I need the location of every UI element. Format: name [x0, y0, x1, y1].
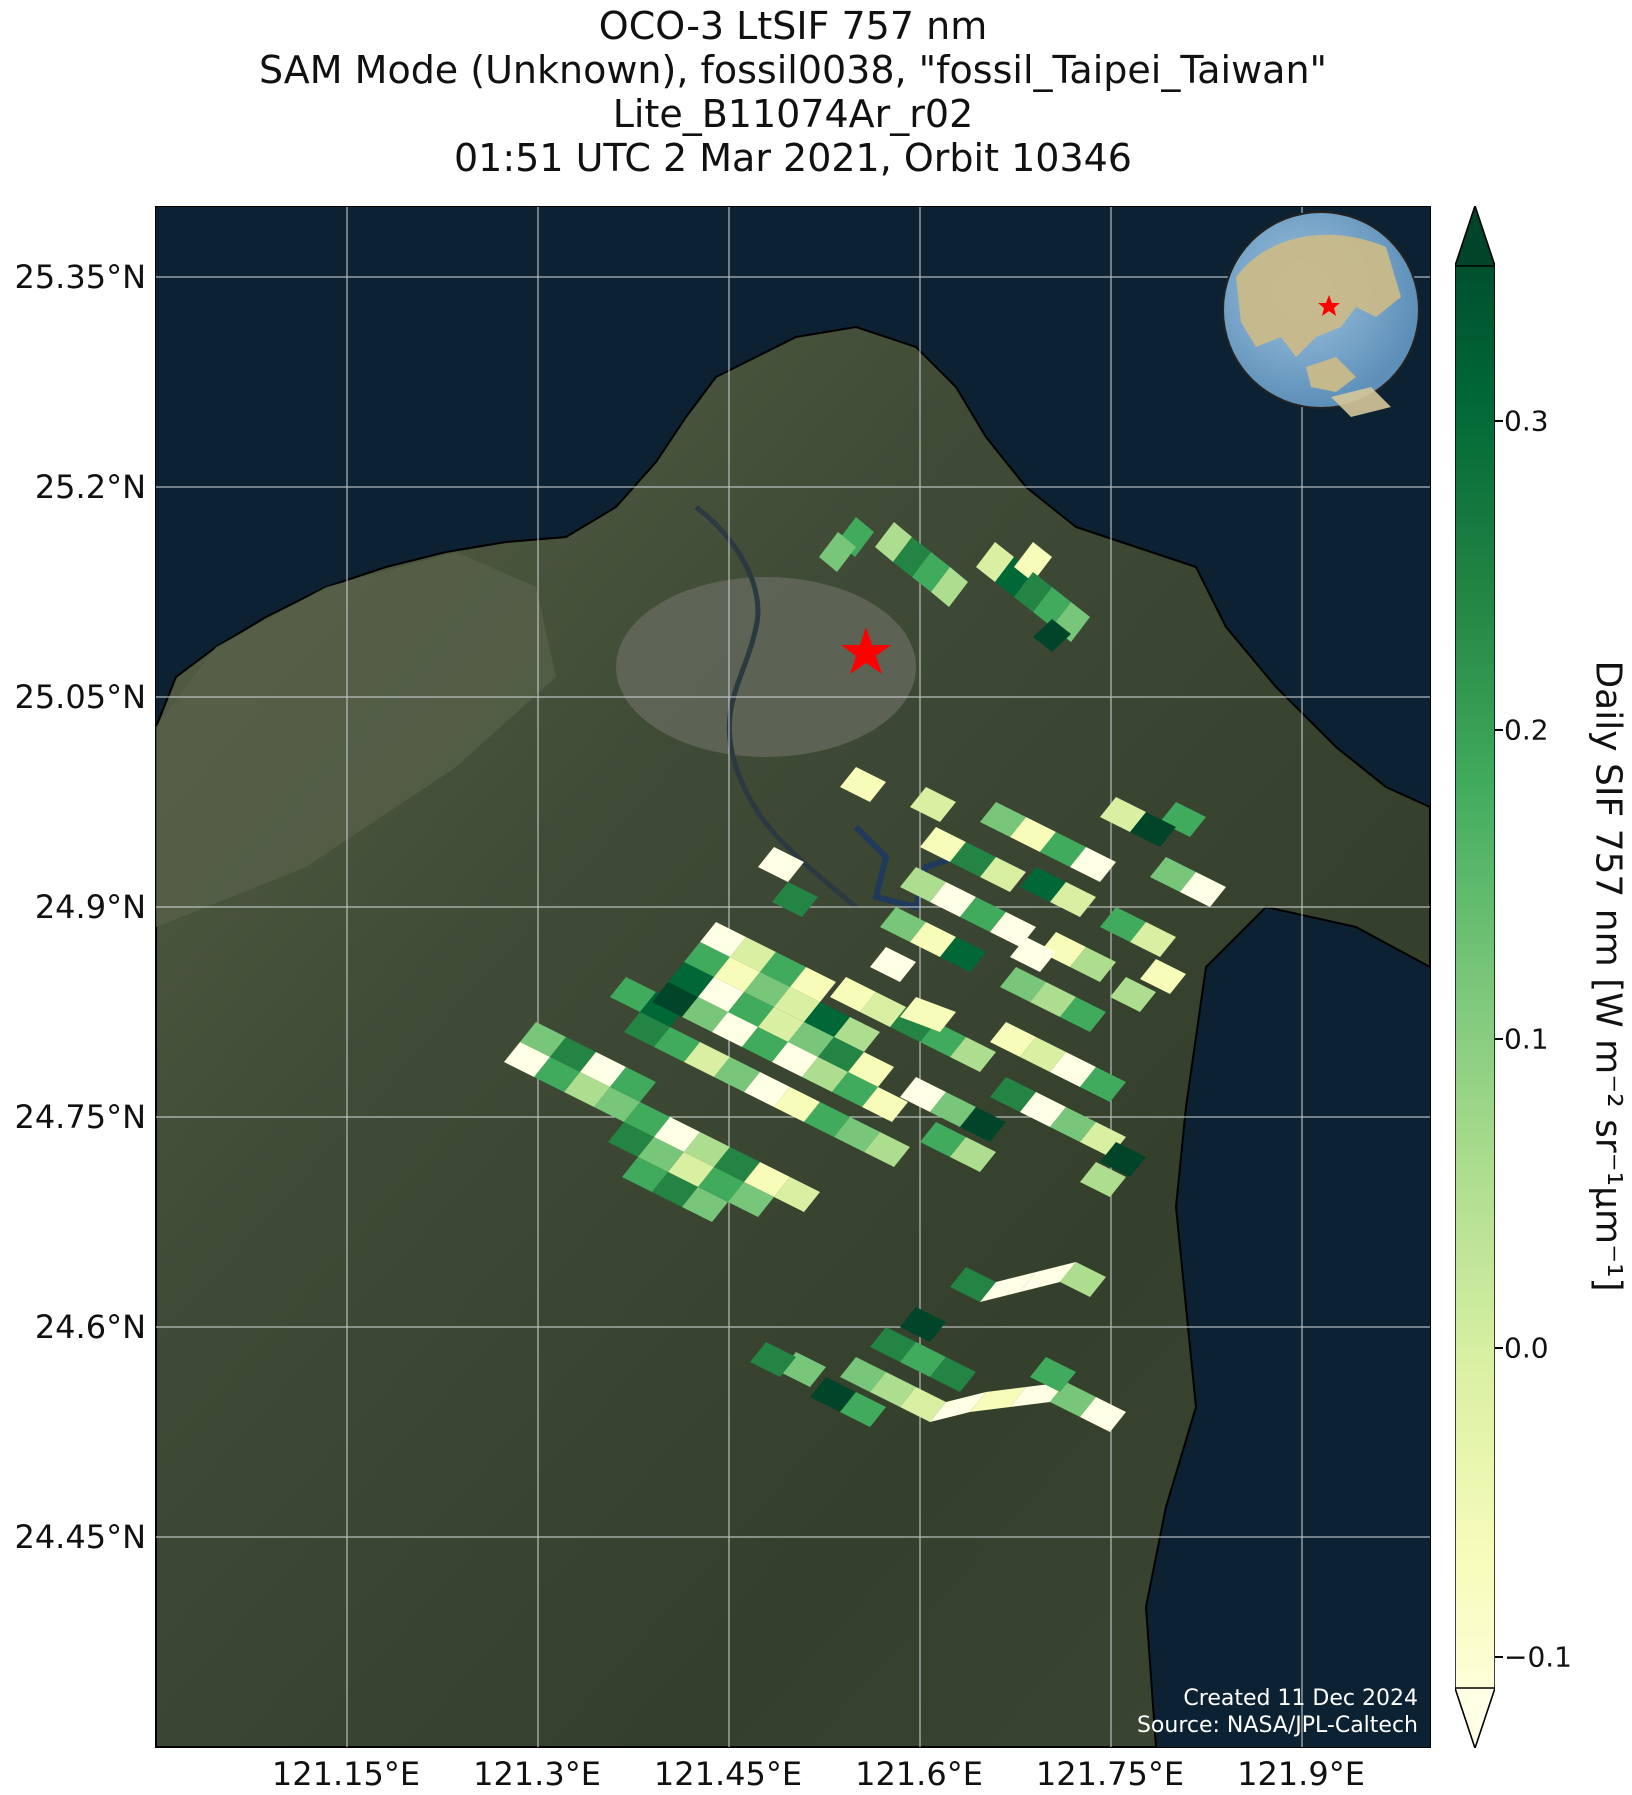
globe-inset: [1222, 211, 1420, 417]
colorbar-tick: [1495, 729, 1503, 731]
satellite-map: Created 11 Dec 2024 Source: NASA/JPL-Cal…: [155, 206, 1431, 1748]
colorbar-tick: [1495, 1038, 1503, 1040]
colorbar-tick-label: −0.1: [1504, 1640, 1572, 1674]
lon-tick-label: 121.3°E: [473, 1755, 601, 1793]
lon-tick-label: 121.6°E: [855, 1755, 983, 1793]
colorbar-tick-label: 0.0: [1504, 1331, 1549, 1365]
lon-tick-label: 121.9°E: [1237, 1755, 1365, 1793]
title-line-2: SAM Mode (Unknown), fossil0038, "fossil_…: [258, 48, 1328, 92]
colorbar-tick: [1495, 420, 1503, 422]
credit-text: Created 11 Dec 2024 Source: NASA/JPL-Cal…: [1137, 1685, 1418, 1739]
lat-tick-label: 25.35°N: [14, 258, 146, 296]
title-line-4: 01:51 UTC 2 Mar 2021, Orbit 10346: [454, 136, 1132, 180]
lat-tick-label: 24.75°N: [14, 1098, 146, 1136]
sif-footprints: [504, 517, 1226, 1432]
colorbar-tick-label: 0.2: [1504, 713, 1549, 747]
tamsui-river: [694, 505, 858, 909]
colorbar-tick: [1495, 1347, 1503, 1349]
lat-tick-label: 24.9°N: [34, 888, 146, 926]
colorbar-tick: [1495, 1656, 1503, 1658]
colorbar-label: Daily SIF 757 nm [W m⁻² sr⁻¹μm⁻¹]: [1587, 660, 1629, 1292]
colorbar-tick-label: 0.3: [1504, 404, 1549, 438]
target-star-marker: [841, 627, 891, 674]
western-plain: [156, 552, 556, 927]
lon-tick-label: 121.45°E: [653, 1755, 803, 1793]
colorbar-tick-label: 0.1: [1504, 1022, 1549, 1056]
figure-title: OCO-3 LtSIF 757 nm SAM Mode (Unknown), f…: [155, 4, 1431, 180]
lat-tick-label: 25.05°N: [14, 678, 146, 716]
lon-tick-label: 121.75°E: [1035, 1755, 1185, 1793]
credit-created: Created 11 Dec 2024: [1183, 1686, 1418, 1711]
taipei-basin: [616, 577, 916, 757]
colorbar: [1455, 206, 1495, 1748]
title-line-3: Lite_B11074Ar_r02: [612, 92, 974, 136]
reservoir: [853, 824, 957, 911]
lat-tick-label: 25.2°N: [34, 468, 146, 506]
lat-tick-label: 24.6°N: [34, 1308, 146, 1346]
lon-tick-label: 121.15°E: [271, 1755, 421, 1793]
title-line-1: OCO-3 LtSIF 757 nm: [598, 4, 988, 48]
credit-source: Source: NASA/JPL-Caltech: [1136, 1713, 1418, 1738]
lat-tick-label: 24.45°N: [14, 1518, 146, 1556]
